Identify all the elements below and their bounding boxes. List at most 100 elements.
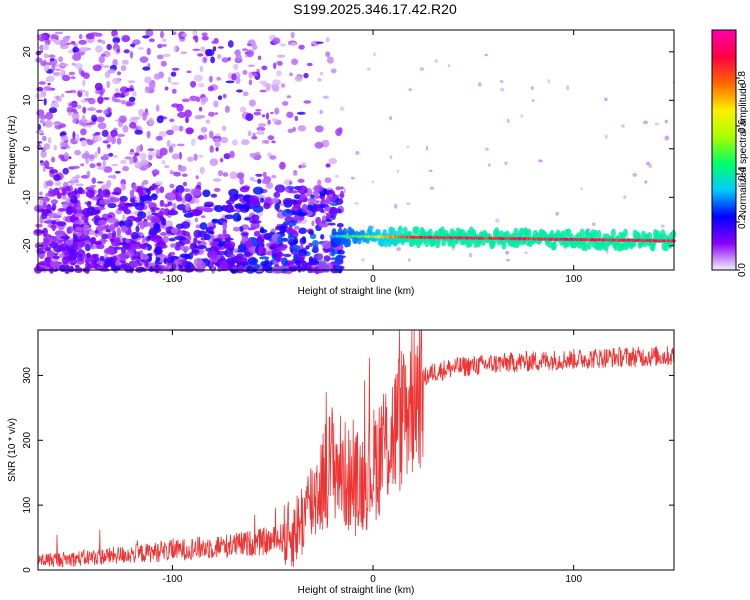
- spectrogram-cell: [60, 135, 69, 142]
- spectrogram-cell: [119, 200, 125, 208]
- spectrogram-cell: [427, 228, 433, 238]
- spectrogram-cell: [71, 190, 79, 195]
- spectrogram-cell: [265, 112, 270, 120]
- spectrogram-cell: [97, 188, 103, 195]
- spectrogram-cell: [297, 178, 305, 183]
- spectrogram-cell: [337, 249, 345, 255]
- spectrogram-cell: [610, 228, 616, 238]
- spectrogram-cell: [171, 31, 177, 35]
- spectrogram-cell: [70, 41, 76, 45]
- spectrogram-cell: [43, 86, 52, 91]
- spectrogram-cell: [97, 219, 107, 226]
- spectrogram-cell: [160, 30, 164, 39]
- spectrogram-cell: [59, 141, 67, 149]
- figure-title: S199.2025.346.17.42.R20: [293, 1, 457, 17]
- spectrogram-cell: [227, 40, 234, 48]
- spectrogram-cell: [84, 90, 89, 97]
- spectrogram-cell: [70, 195, 78, 204]
- spectrogram-cell: [39, 201, 43, 205]
- spectrogram-cell: [48, 241, 59, 249]
- spectrogram-cell: [426, 146, 429, 151]
- spectrogram-cell: [311, 43, 315, 47]
- spectrogram-cell: [78, 39, 87, 45]
- spectrogram-cell: [181, 33, 188, 37]
- spectrogram-cell: [102, 225, 110, 230]
- spectrogram-cell: [79, 46, 87, 53]
- spectrogram-cell: [209, 234, 215, 240]
- spectrogram-cell: [146, 210, 153, 217]
- spectrogram-cell: [41, 135, 47, 141]
- spectrogram-cell: [43, 143, 51, 150]
- spectrogram-cell: [182, 231, 190, 237]
- spectrogram-cell: [171, 227, 178, 234]
- spectrogram-cell: [504, 161, 508, 166]
- spectrogram-cell: [43, 98, 47, 106]
- spectrogram-cell: [579, 228, 585, 238]
- spectrogram-cell: [355, 151, 360, 155]
- spectrogram-cell: [317, 78, 322, 82]
- spectrogram-cell: [131, 116, 141, 120]
- spectrogram-cell: [308, 242, 313, 247]
- spectrogram-cell: [246, 49, 255, 58]
- spectrogram-cell: [72, 234, 78, 241]
- spectrogram-cell: [133, 154, 137, 163]
- spectrogram-cell: [191, 209, 202, 217]
- spectrogram-cell: [72, 53, 82, 61]
- spectrogram-cell: [298, 44, 305, 50]
- spectrogram-cell: [155, 257, 161, 262]
- spectrogram-cell: [263, 232, 272, 241]
- spectrogram-cell: [229, 171, 238, 180]
- spectrogram-cell: [319, 71, 324, 76]
- spectrogram-cell: [293, 170, 298, 174]
- spectrogram-cell: [68, 247, 74, 255]
- spectrogram-cell: [271, 118, 278, 122]
- spectrogram-cell: [259, 256, 270, 260]
- spectrogram-cell: [221, 125, 227, 132]
- spectrogram-cell: [39, 44, 44, 52]
- spectrogram-cell: [644, 180, 648, 184]
- spectrogram-cell: [118, 207, 124, 211]
- spectrogram-cell: [54, 181, 62, 187]
- spectrogram-cell: [275, 255, 281, 262]
- spectrogram-cell: [222, 93, 227, 99]
- spectrogram-cell: [140, 159, 149, 166]
- spectrogram-cell: [185, 261, 192, 265]
- spectrogram-cell: [62, 167, 69, 175]
- spectrogram-cell: [201, 215, 206, 218]
- spectrogram-cell: [150, 215, 161, 224]
- spectrogram-cell: [185, 127, 194, 135]
- spectrogram-cell: [86, 32, 95, 40]
- spectrogram-cell: [99, 255, 105, 262]
- spectrogram-cell: [70, 76, 76, 80]
- spectrogram-cell: [105, 229, 111, 233]
- spectrogram-cell: [648, 164, 653, 168]
- spectrogram-cell: [325, 195, 332, 205]
- spectrogram-cell: [237, 264, 244, 273]
- spectrogram-cell: [43, 63, 49, 72]
- spectrogram-cell: [291, 266, 298, 270]
- spectrogram-cell: [65, 142, 69, 146]
- spectrogram-cell: [261, 178, 270, 185]
- spectrogram-cell: [419, 67, 424, 71]
- spectrogram-cell: [148, 117, 154, 126]
- spectrogram-cell: [261, 65, 268, 71]
- spectrogram-cell: [177, 190, 182, 198]
- spectrogram-cell: [80, 70, 85, 77]
- spectrogram-cell: [138, 232, 144, 238]
- spectrogram-cell: [168, 145, 174, 153]
- spectrogram-cell: [135, 126, 139, 130]
- spectrogram-cell: [434, 59, 438, 63]
- spectrogram-cell: [367, 67, 371, 71]
- spectrogram-cell: [58, 56, 64, 63]
- spectrogram-cell: [315, 41, 324, 44]
- spectrogram-cell: [162, 235, 169, 243]
- spectrogram-cell: [164, 165, 170, 168]
- spectrogram-cell: [46, 180, 54, 187]
- spectrogram-cell: [253, 263, 260, 270]
- spectrogram-cell: [184, 193, 193, 202]
- spectrogram-cell: [107, 217, 118, 224]
- spectrogram-cell: [89, 262, 95, 269]
- spectrogram-cell: [547, 79, 551, 84]
- spectrogram-cell: [244, 251, 251, 258]
- spectrogram-cell: [343, 188, 346, 194]
